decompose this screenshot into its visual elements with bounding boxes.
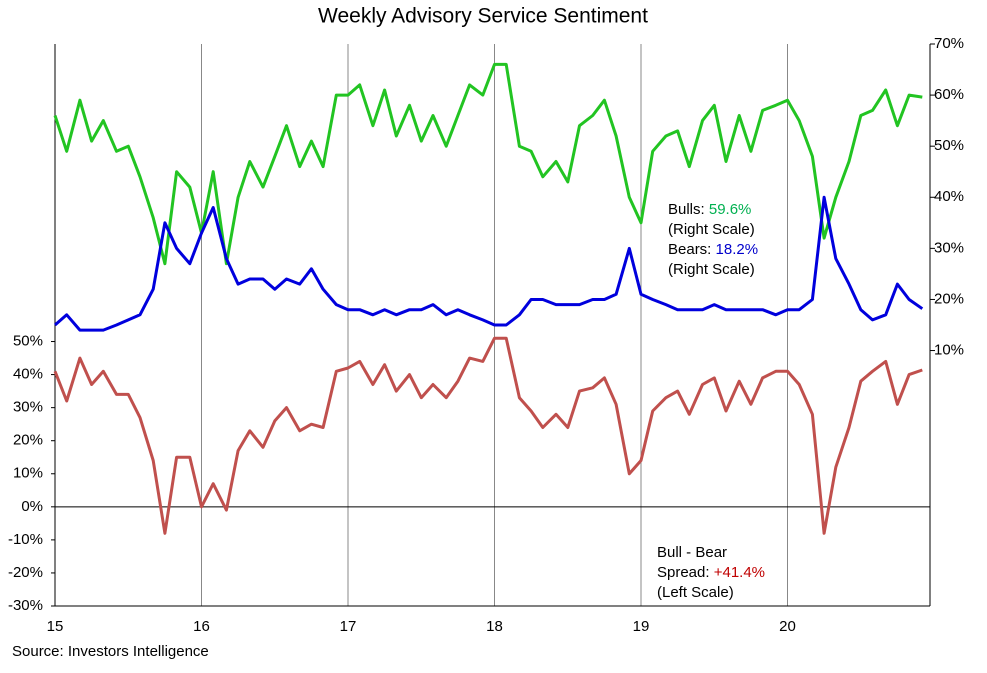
- y2-tick-label: 30%: [934, 239, 964, 256]
- y2-tick-label: 10%: [934, 342, 964, 359]
- annotation: Bears: 18.2%: [668, 241, 758, 258]
- y-tick-label: 20%: [13, 432, 43, 449]
- chart-title: Weekly Advisory Service Sentiment: [318, 5, 648, 28]
- annotation-label: Bears:: [668, 241, 711, 258]
- y2-tick-label: 20%: [934, 290, 964, 307]
- annotation-value: 18.2%: [716, 241, 759, 258]
- y-tick-label: 40%: [13, 366, 43, 383]
- x-tick-label: 15: [47, 618, 64, 635]
- x-tick-label: 16: [193, 618, 210, 635]
- annotation: Bull - Bear: [657, 544, 727, 561]
- series-line: [53, 336, 923, 535]
- annotation-label: Spread:: [657, 564, 710, 581]
- y-tick-label: -30%: [8, 597, 43, 614]
- y-tick-label: 10%: [13, 465, 43, 482]
- y2-tick-label: 40%: [934, 188, 964, 205]
- annotation-label: (Right Scale): [668, 261, 755, 278]
- annotation: Spread: +41.4%: [657, 564, 765, 581]
- annotation-value: +41.4%: [714, 564, 765, 581]
- y2-tick-label: 70%: [934, 35, 964, 52]
- annotation-value: 59.6%: [709, 201, 752, 218]
- y2-tick-label: 60%: [934, 86, 964, 103]
- x-tick-label: 17: [340, 618, 357, 635]
- annotation: (Right Scale): [668, 221, 755, 238]
- annotation: (Left Scale): [657, 584, 734, 601]
- x-tick-label: 18: [486, 618, 503, 635]
- annotation: Bulls: 59.6%: [668, 201, 751, 218]
- series-line: [53, 62, 923, 266]
- y-tick-label: -20%: [8, 564, 43, 581]
- y-tick-label: 30%: [13, 399, 43, 416]
- annotation-label: Bull - Bear: [657, 544, 727, 561]
- annotation: (Right Scale): [668, 261, 755, 278]
- y2-tick-label: 50%: [934, 137, 964, 154]
- x-tick-label: 19: [633, 618, 650, 635]
- y-tick-label: 0%: [21, 498, 43, 515]
- series-line: [54, 195, 924, 332]
- annotation-label: (Right Scale): [668, 221, 755, 238]
- y-tick-label: 50%: [13, 332, 43, 349]
- x-tick-label: 20: [779, 618, 796, 635]
- annotation-label: Bulls:: [668, 201, 705, 218]
- source: Source: Investors Intelligence: [12, 643, 209, 660]
- y-tick-label: -10%: [8, 531, 43, 548]
- annotation-label: (Left Scale): [657, 584, 734, 601]
